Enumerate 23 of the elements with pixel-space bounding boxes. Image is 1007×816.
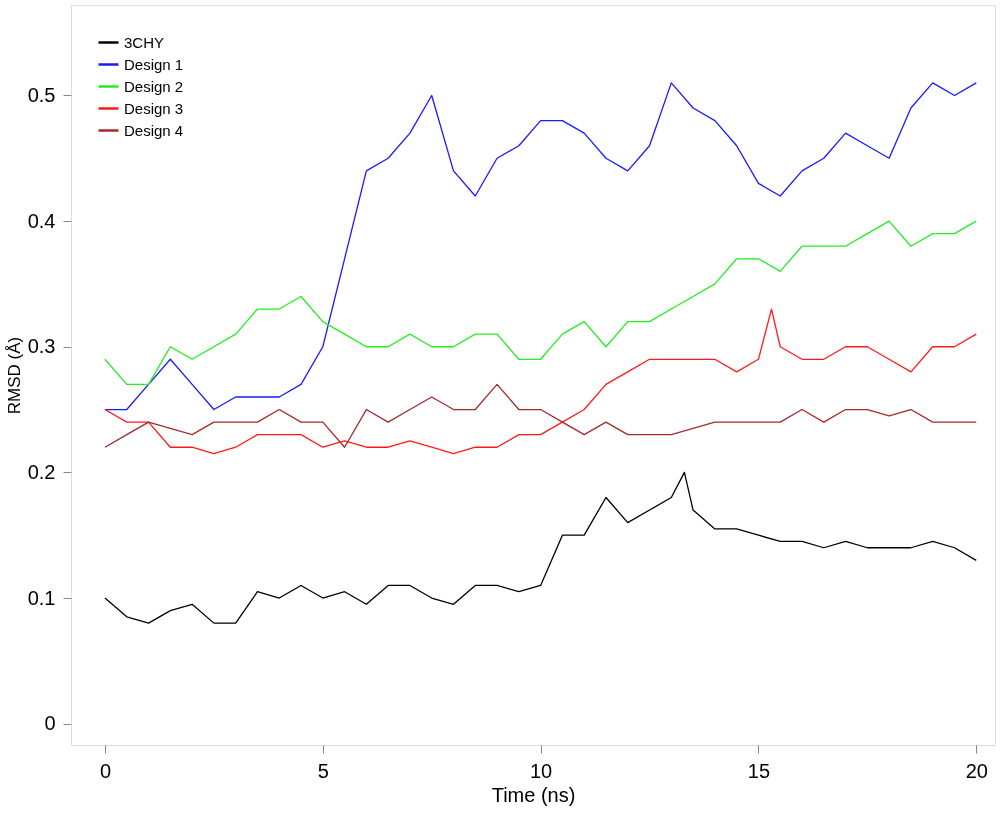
y-tick-label: 0.4 (27, 209, 56, 232)
line-series (104, 383, 977, 448)
y-tick-label: 0.1 (27, 586, 56, 609)
line-series (104, 471, 977, 624)
x-tick-label: 5 (317, 759, 329, 782)
legend-label: 3CHY (124, 33, 165, 51)
line-series (104, 220, 977, 386)
line-series (104, 82, 977, 411)
legend-label: Design 4 (124, 121, 184, 139)
legend-label: Design 2 (124, 77, 184, 95)
y-tick-label: 0.2 (27, 460, 56, 483)
y-tick-label: 0 (44, 712, 56, 735)
y-tick-label: 0.5 (27, 83, 56, 106)
x-tick-label: 20 (965, 759, 988, 782)
legend-label: Design 3 (124, 99, 184, 117)
y-tick-label: 0.3 (27, 335, 56, 358)
x-tick-label: 10 (530, 759, 553, 782)
y-axis-title: RMSD (Å) (4, 336, 24, 415)
x-tick-label: 15 (747, 759, 771, 782)
line-series (104, 308, 977, 455)
x-tick-label: 0 (99, 759, 112, 782)
x-axis-title: Time (ns) (491, 783, 576, 806)
legend-label: Design 1 (124, 55, 184, 73)
